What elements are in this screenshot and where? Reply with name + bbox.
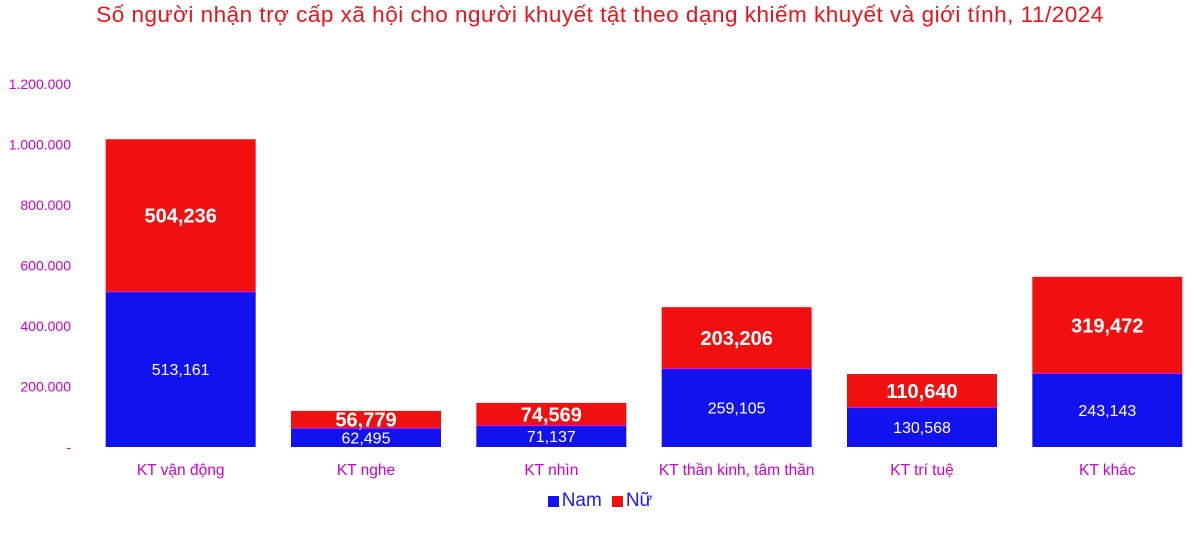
bar-segment-nu <box>847 374 997 408</box>
y-tick-label: 200.000 <box>20 379 71 395</box>
bar-segment-nam <box>105 291 256 447</box>
y-tick-label: 1.200.000 <box>9 76 71 92</box>
bar-segment-nam <box>291 428 441 447</box>
data-label: 203,206 <box>701 328 773 350</box>
data-label: 130,568 <box>893 420 951 437</box>
category-label: KT khác <box>1079 462 1136 479</box>
data-label: 74,569 <box>521 404 582 426</box>
category-label: KT trí tuệ <box>890 462 953 479</box>
data-label: 62,495 <box>342 430 391 447</box>
bar-segment-nu <box>1032 276 1183 374</box>
legend: Nam Nữ <box>0 490 1200 512</box>
data-label: 71,137 <box>527 429 576 446</box>
category-label: KT nghe <box>337 462 395 479</box>
category-label: KT nhìn <box>524 462 578 479</box>
bar-segment-nu <box>661 307 812 369</box>
y-tick-label: 800.000 <box>20 197 71 213</box>
category-label: KT thần kinh, tâm thần <box>659 462 815 479</box>
bar-segment-nu <box>105 139 256 292</box>
bar-segment-nam <box>661 368 812 447</box>
data-label: 110,640 <box>886 381 957 403</box>
data-label: 504,236 <box>145 206 217 228</box>
legend-item: Nam <box>547 490 602 512</box>
y-tick-label: 400.000 <box>20 318 71 334</box>
category-label: KT vận động <box>137 462 225 479</box>
legend-item: Nữ <box>611 490 653 512</box>
chart-title: Số người nhận trợ cấp xã hội cho người k… <box>96 2 1104 27</box>
data-label: 513,161 <box>152 362 210 379</box>
data-label: 243,143 <box>1078 403 1136 420</box>
bar-segment-nam <box>476 425 627 447</box>
legend-swatch <box>547 495 559 507</box>
bar-segment-nam <box>1032 373 1183 447</box>
data-label: 319,472 <box>1071 315 1143 337</box>
bar-segment-nam <box>847 407 997 447</box>
data-label: 259,105 <box>708 401 766 418</box>
y-tick-label: - <box>66 439 71 455</box>
bar-segment-nu <box>476 402 627 426</box>
legend-label: Nam <box>561 490 602 511</box>
legend-label: Nữ <box>625 490 653 511</box>
y-tick-label: 1.000.000 <box>9 137 71 153</box>
y-tick-label: 600.000 <box>20 258 71 274</box>
bar-segment-nu <box>291 410 441 429</box>
data-label: 56,779 <box>335 410 396 432</box>
legend-swatch <box>611 495 623 507</box>
